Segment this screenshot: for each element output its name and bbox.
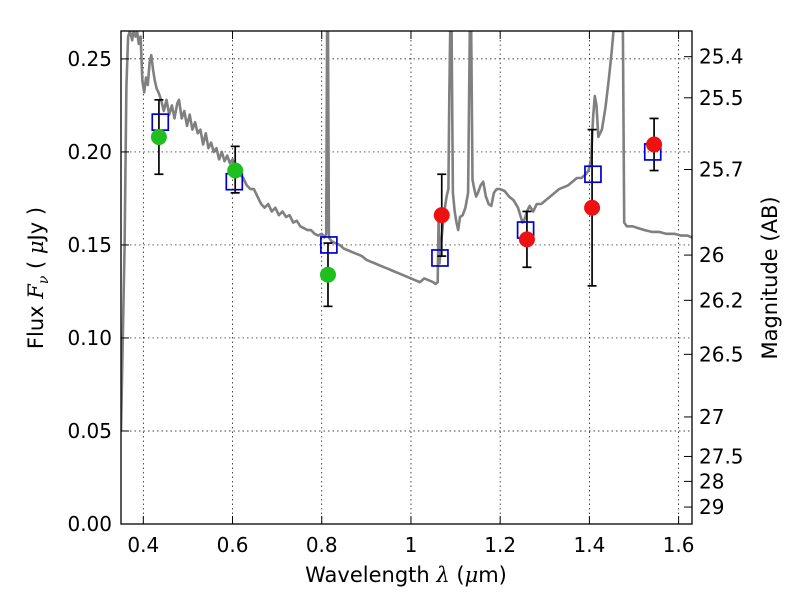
x-tick-label: 1.2 [484, 533, 516, 557]
model-photometry-square [584, 165, 602, 184]
observed-point-green [150, 129, 167, 146]
y-axis-label-mu: μ [24, 240, 48, 254]
x-axis-label-text: Wavelength [305, 563, 436, 587]
y-axis-label-unit: Jy ) [24, 207, 48, 243]
x-tick-label: 1.6 [663, 533, 695, 557]
spectrum-line [121, 31, 692, 432]
x-axis-label-mu: μ [465, 563, 479, 587]
x-axis-label-unit-end: m) [478, 563, 507, 587]
right-tick-label: 27 [699, 405, 724, 429]
model-photometry-square [320, 236, 338, 254]
y-axis-label-text: Flux [24, 299, 48, 349]
observed-point-red [433, 207, 450, 224]
x-tick-label: 1.4 [573, 533, 605, 557]
x-axis: 0.4 0.6 0.8 1 1.2 1.4 1.6 [127, 31, 695, 557]
right-tick-label: 25.4 [699, 45, 744, 69]
y-axis-label: Flux Fν ( μJy ) [24, 207, 52, 349]
y-tick-label: 0.10 [67, 326, 112, 350]
observed-point-red [584, 199, 601, 216]
right-tick-label: 25.5 [699, 86, 744, 110]
model-photometry-square [431, 249, 449, 267]
x-tick-label: 0.8 [306, 533, 338, 557]
right-tick-label: 26 [699, 243, 724, 267]
x-tick-label: 0.4 [127, 533, 159, 557]
y-tick-label: 0.05 [67, 419, 112, 443]
data-markers [150, 113, 663, 283]
y-axis-label-paren: ( [24, 254, 48, 276]
observed-point-red [646, 136, 663, 153]
x-tick-label: 1 [405, 533, 418, 557]
right-tick-label: 29 [699, 495, 724, 519]
y-tick-label: 0.20 [67, 140, 112, 164]
right-tick-label: 26.5 [699, 342, 744, 366]
y-tick-label: 0.15 [67, 233, 112, 257]
y-axis-label-symbol: F [24, 283, 48, 300]
right-tick-label: 25.7 [699, 158, 744, 182]
x-tick-label: 0.6 [217, 533, 249, 557]
y-tick-label: 0.25 [67, 47, 112, 71]
right-tick-label: 26.2 [699, 288, 744, 312]
observed-point-green [227, 162, 244, 179]
x-axis-label-symbol: λ [435, 563, 449, 587]
y-tick-label: 0.00 [67, 512, 112, 536]
right-tick-label: 27.5 [699, 444, 744, 468]
y-axis-left: 0.00 0.05 0.10 0.15 0.20 0.25 [67, 47, 129, 536]
x-axis-label: Wavelength λ (μm) [305, 563, 507, 587]
y-axis-label-subscript: ν [36, 275, 52, 284]
right-tick-label: 28 [699, 469, 724, 493]
model-spectrum [121, 31, 692, 432]
y-axis-right-label: Magnitude (AB) [758, 196, 782, 359]
x-axis-label-unit: ( [450, 563, 465, 587]
observed-point-green [319, 266, 336, 283]
plot-frame [120, 30, 693, 525]
observed-point-red [518, 231, 535, 248]
